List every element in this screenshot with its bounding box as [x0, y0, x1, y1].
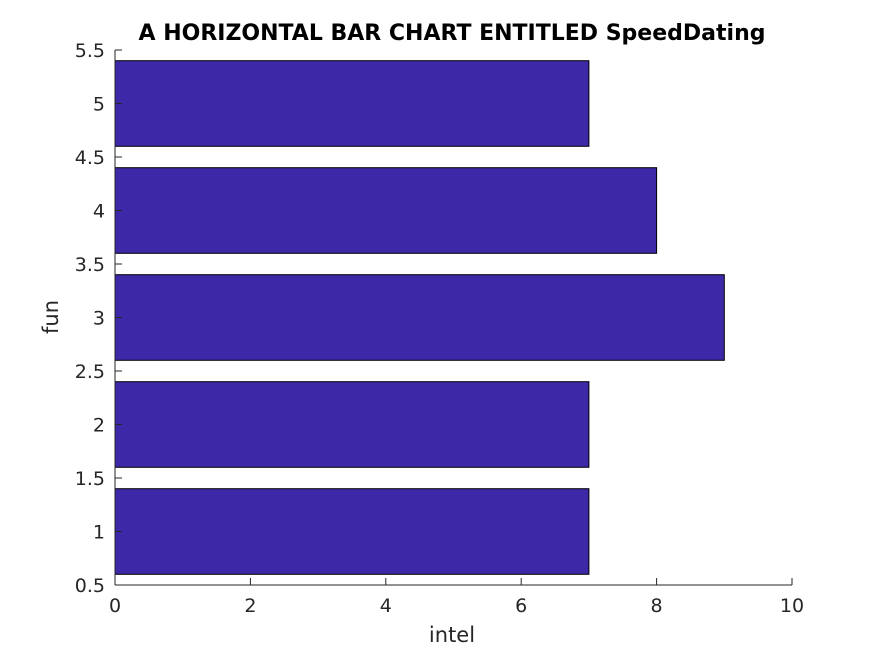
x-tick-label: 8 [651, 595, 663, 617]
y-tick-label: 4 [93, 201, 105, 223]
x-axis-label: intel [429, 623, 475, 647]
y-tick-label: 3.5 [75, 254, 105, 276]
y-axis-label: fun [39, 300, 63, 334]
y-tick-label: 4.5 [75, 147, 105, 169]
y-tick-label: 2.5 [75, 361, 105, 383]
y-ticks-group: 0.5 1 1.5 2 2.5 3 3.5 4 4.5 5 5.5 [75, 40, 122, 597]
bar-1 [114, 488, 590, 575]
y-tick-label: 5 [93, 94, 105, 116]
x-tick-label: 0 [109, 595, 121, 617]
chart-title: A HORIZONTAL BAR CHART ENTITLED SpeedDat… [139, 21, 766, 46]
x-ticks-group: 0 2 4 6 8 10 [109, 578, 804, 617]
y-tick-label: 0.5 [75, 575, 105, 597]
y-tick-label: 1 [93, 522, 105, 544]
bar-3 [114, 274, 725, 361]
x-tick-label: 6 [515, 595, 527, 617]
bar-5 [114, 60, 590, 147]
bar-2 [114, 381, 590, 468]
y-tick-label: 3 [93, 308, 105, 330]
y-tick-label: 1.5 [75, 468, 105, 490]
bar-4 [114, 167, 658, 254]
y-tick-label: 5.5 [75, 40, 105, 62]
x-tick-label: 4 [380, 595, 392, 617]
x-tick-label: 2 [244, 595, 256, 617]
y-tick-label: 2 [93, 415, 105, 437]
bars-group [114, 60, 725, 575]
x-tick-label: 10 [780, 595, 804, 617]
